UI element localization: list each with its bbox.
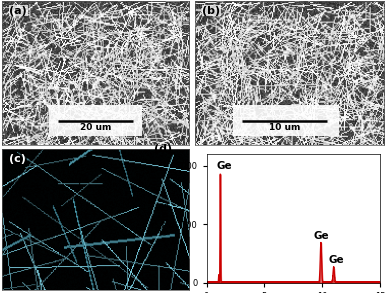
- Text: (d): (d): [154, 144, 173, 154]
- Text: Ge: Ge: [328, 255, 344, 265]
- Text: (b): (b): [203, 6, 221, 16]
- FancyBboxPatch shape: [49, 105, 142, 137]
- Text: 20 um: 20 um: [80, 123, 111, 132]
- FancyBboxPatch shape: [233, 105, 339, 137]
- Y-axis label: Counts: Counts: [161, 201, 171, 235]
- Text: Ge: Ge: [313, 231, 328, 241]
- Text: Ge: Ge: [216, 161, 232, 171]
- Text: 10 um: 10 um: [269, 123, 300, 132]
- Text: (c): (c): [9, 154, 26, 164]
- Text: (a): (a): [9, 6, 27, 16]
